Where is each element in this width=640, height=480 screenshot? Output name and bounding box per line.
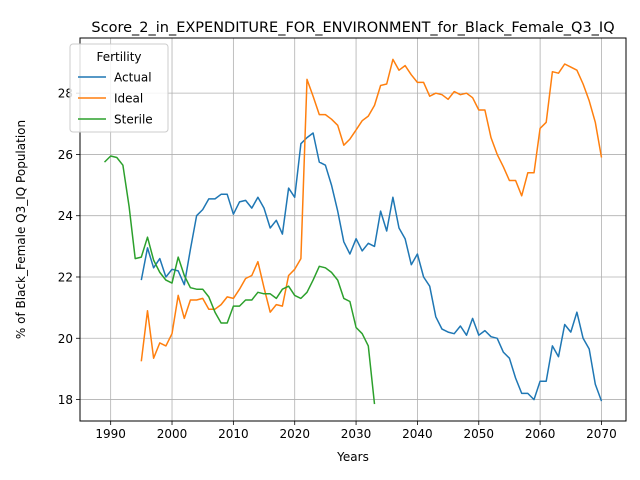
legend-title: Fertility: [96, 50, 141, 64]
x-tick-label: 2060: [525, 427, 556, 441]
x-tick-label: 1990: [95, 427, 126, 441]
x-tick-label: 2050: [463, 427, 494, 441]
y-tick-label: 20: [58, 332, 73, 346]
legend-label-actual: Actual: [114, 71, 152, 85]
x-tick-label: 2070: [586, 427, 617, 441]
x-tick-label: 2010: [218, 427, 249, 441]
y-tick-label: 26: [58, 148, 73, 162]
legend: Fertility Actual Ideal Sterile: [69, 43, 169, 133]
series-line-ideal: [140, 58, 603, 362]
y-axis-label: % of Black_Female Q3_IQ Population: [14, 120, 28, 339]
x-axis-label: Years: [336, 450, 369, 464]
series-lines: [103, 58, 603, 405]
series-line-actual: [140, 132, 603, 402]
grid-lines: [80, 38, 626, 421]
legend-label-sterile: Sterile: [114, 113, 153, 127]
plot-frame: [79, 37, 627, 422]
x-tick-label: 2030: [341, 427, 372, 441]
y-tick-label: 24: [58, 209, 73, 223]
y-tick-label: 22: [58, 270, 73, 284]
chart-title: Score_2_in_EXPENDITURE_FOR_ENVIRONMENT_f…: [91, 20, 614, 36]
y-tick-label: 28: [58, 87, 73, 101]
y-axis: 18 20 22 24 26 28: [58, 87, 80, 407]
y-tick-label: 18: [58, 393, 73, 407]
x-tick-label: 2000: [157, 427, 188, 441]
x-tick-label: 2040: [402, 427, 433, 441]
x-tick-label: 2020: [279, 427, 310, 441]
x-axis: 1990 2000 2010 2020 2030 2040 2050 2060 2070: [95, 421, 617, 441]
legend-label-ideal: Ideal: [114, 92, 143, 106]
series-line-sterile: [103, 155, 376, 405]
legend-box: [69, 43, 169, 133]
